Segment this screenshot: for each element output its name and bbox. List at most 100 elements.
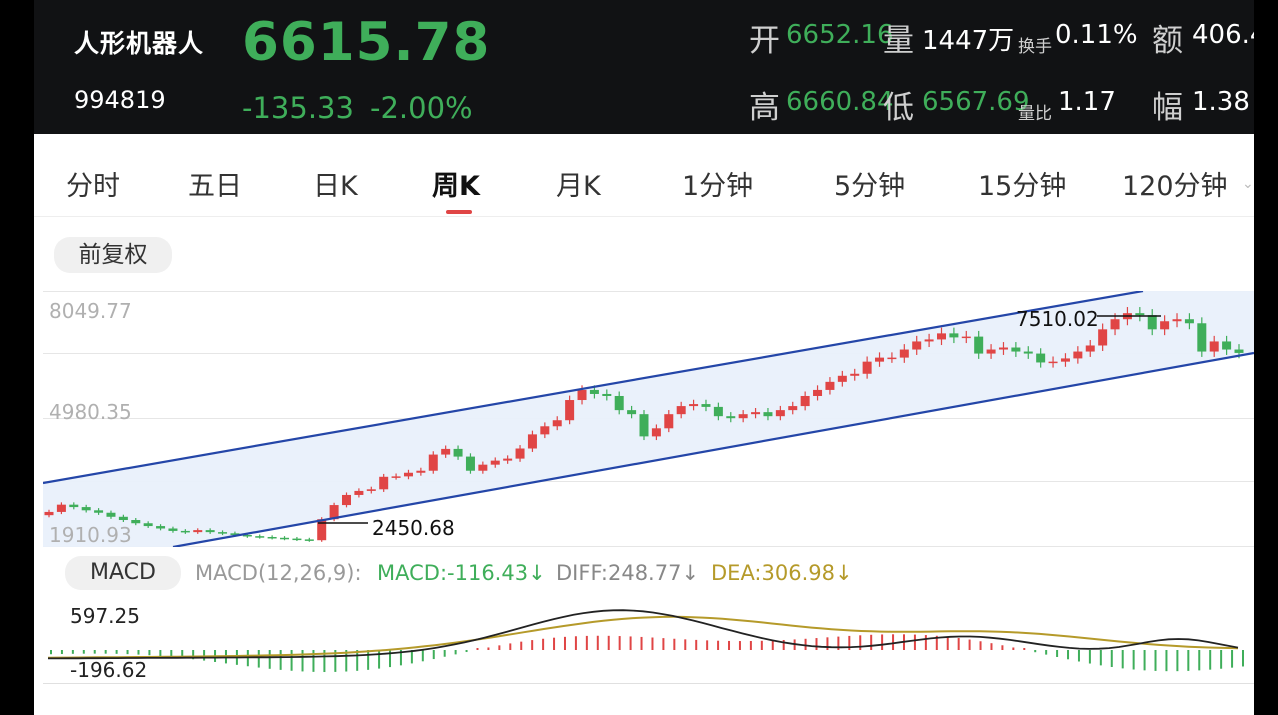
low-annotation: 2450.68	[372, 516, 455, 540]
macd-bar	[301, 650, 304, 672]
macd-bar	[738, 641, 741, 650]
right-border	[1254, 0, 1278, 715]
candle	[391, 473, 401, 480]
y-axis-top: 8049.77	[49, 299, 132, 323]
macd-bar	[312, 650, 315, 672]
macd-bar	[356, 650, 359, 671]
candle	[342, 492, 351, 508]
macd-bar	[542, 638, 545, 650]
tab-intraday[interactable]: 分时	[66, 171, 120, 202]
low-value: 6567.69	[922, 87, 1030, 117]
macd-bar	[1012, 647, 1015, 650]
candle	[1209, 335, 1219, 357]
open-label: 开	[749, 23, 780, 59]
candle	[292, 536, 302, 542]
candle	[81, 504, 91, 513]
macd-chart[interactable]	[43, 590, 1254, 684]
macd-bar	[421, 650, 424, 662]
chevron-down-icon[interactable]: ⌄	[1242, 176, 1254, 192]
candle	[1048, 356, 1058, 368]
turnover-label: 换手	[1018, 37, 1052, 57]
tab-five-day[interactable]: 五日	[188, 171, 242, 202]
candle	[937, 327, 946, 346]
macd-bar	[509, 643, 512, 650]
candlestick-chart[interactable]	[43, 291, 1254, 547]
tab-weekly-k[interactable]: 周K	[432, 171, 480, 202]
macd-bar	[1077, 650, 1080, 662]
macd-bar	[82, 650, 85, 654]
macd-bar	[520, 641, 523, 650]
candle	[899, 344, 909, 363]
amplitude-value: 1.38	[1192, 87, 1250, 117]
channel-lower-line[interactable]	[172, 351, 1254, 547]
candle	[69, 502, 79, 510]
macd-bar	[399, 650, 402, 666]
macd-bar	[553, 637, 556, 650]
tab-1min[interactable]: 1分钟	[682, 171, 754, 202]
candle	[478, 461, 488, 474]
macd-bar	[1110, 650, 1113, 668]
candle	[1147, 309, 1157, 336]
candle	[304, 537, 314, 542]
chart-panel: 分时 五日 日K 周K 月K 1分钟 5分钟 15分钟 120分钟 ⌄ 前复权 …	[34, 134, 1254, 715]
candle	[949, 327, 959, 344]
channel-upper-line[interactable]	[43, 291, 1144, 485]
macd-bar	[782, 639, 785, 650]
macd-bar	[881, 634, 884, 650]
macd-bar	[148, 650, 151, 656]
macd-bar	[1165, 650, 1168, 672]
macd-y-bottom: -196.62	[70, 658, 148, 682]
tab-daily-k[interactable]: 日K	[313, 171, 358, 202]
candle	[143, 521, 153, 528]
y-axis-mid: 4980.35	[49, 400, 132, 424]
macd-bar	[618, 636, 621, 650]
macd-bar	[640, 636, 643, 650]
candle	[1011, 342, 1021, 357]
candle	[106, 510, 116, 519]
macd-bar	[334, 650, 337, 672]
candle	[813, 385, 823, 401]
macd-bar	[1220, 650, 1223, 669]
adjust-button[interactable]: 前复权	[54, 237, 172, 273]
tab-monthly-k[interactable]: 月K	[556, 171, 601, 202]
candle	[701, 399, 711, 412]
candle	[1085, 339, 1095, 357]
macd-bar	[607, 635, 610, 650]
dea-line	[47, 615, 1239, 659]
y-axis-bottom: 1910.93	[49, 523, 132, 547]
candle	[1036, 348, 1046, 368]
macd-indicator-button[interactable]: MACD	[65, 556, 181, 590]
candle	[800, 391, 810, 411]
macd-bar	[378, 650, 381, 669]
tab-120min[interactable]: 120分钟	[1122, 171, 1228, 202]
macd-bar	[651, 637, 654, 650]
candle	[94, 508, 104, 515]
macd-bar	[979, 641, 982, 650]
macd-bar	[968, 639, 971, 650]
turnover-value: 0.11%	[1055, 20, 1138, 50]
macd-bar	[203, 650, 206, 661]
candle	[515, 445, 525, 462]
volume-value: 1447万	[922, 26, 1015, 56]
candle	[193, 528, 203, 534]
candle	[689, 399, 699, 411]
macd-bar	[1045, 650, 1048, 655]
macd-bar	[848, 635, 851, 650]
macd-bar	[476, 648, 479, 650]
macd-bar	[531, 640, 534, 650]
candle	[912, 335, 922, 355]
tab-15min[interactable]: 15分钟	[978, 171, 1067, 202]
candle	[738, 410, 748, 423]
macd-bar	[749, 640, 752, 650]
candle	[763, 407, 773, 421]
high-label: 高	[749, 90, 780, 126]
candle	[131, 518, 141, 526]
candle	[961, 330, 971, 344]
tab-5min[interactable]: 5分钟	[834, 171, 906, 202]
macd-bar	[104, 650, 107, 654]
candle	[676, 401, 686, 419]
candle	[366, 486, 376, 494]
macd-bar	[181, 650, 184, 659]
macd-bar	[279, 650, 282, 670]
candle	[552, 416, 562, 431]
